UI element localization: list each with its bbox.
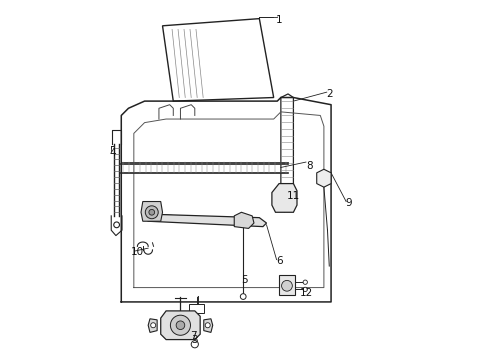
Polygon shape (141, 202, 163, 221)
Text: 1: 1 (276, 15, 282, 26)
Polygon shape (204, 319, 213, 332)
Circle shape (114, 222, 120, 228)
Polygon shape (161, 311, 200, 339)
Circle shape (205, 323, 210, 328)
Circle shape (303, 280, 307, 284)
Circle shape (278, 193, 284, 199)
Circle shape (176, 321, 185, 329)
Circle shape (191, 341, 198, 348)
Text: 10: 10 (131, 247, 144, 257)
Text: 5: 5 (242, 275, 248, 285)
Circle shape (171, 315, 191, 335)
Text: 9: 9 (345, 198, 352, 208)
Text: 4: 4 (109, 148, 116, 158)
Polygon shape (317, 169, 331, 187)
Polygon shape (234, 212, 254, 228)
Circle shape (146, 206, 158, 219)
Text: 12: 12 (299, 288, 313, 298)
Circle shape (275, 191, 286, 202)
Polygon shape (145, 214, 267, 226)
Bar (190, 304, 204, 313)
Text: 3: 3 (192, 334, 198, 345)
Circle shape (151, 323, 156, 328)
Text: 7: 7 (190, 331, 196, 341)
Text: 2: 2 (326, 89, 333, 99)
Text: 8: 8 (306, 161, 313, 171)
Circle shape (282, 280, 293, 291)
Text: 6: 6 (276, 256, 282, 266)
Circle shape (149, 210, 155, 215)
Polygon shape (148, 319, 157, 332)
Circle shape (303, 287, 307, 292)
Text: 11: 11 (287, 191, 300, 201)
Polygon shape (272, 184, 297, 212)
Circle shape (240, 294, 246, 300)
Bar (279, 275, 295, 295)
Circle shape (286, 194, 295, 203)
Circle shape (320, 175, 327, 182)
